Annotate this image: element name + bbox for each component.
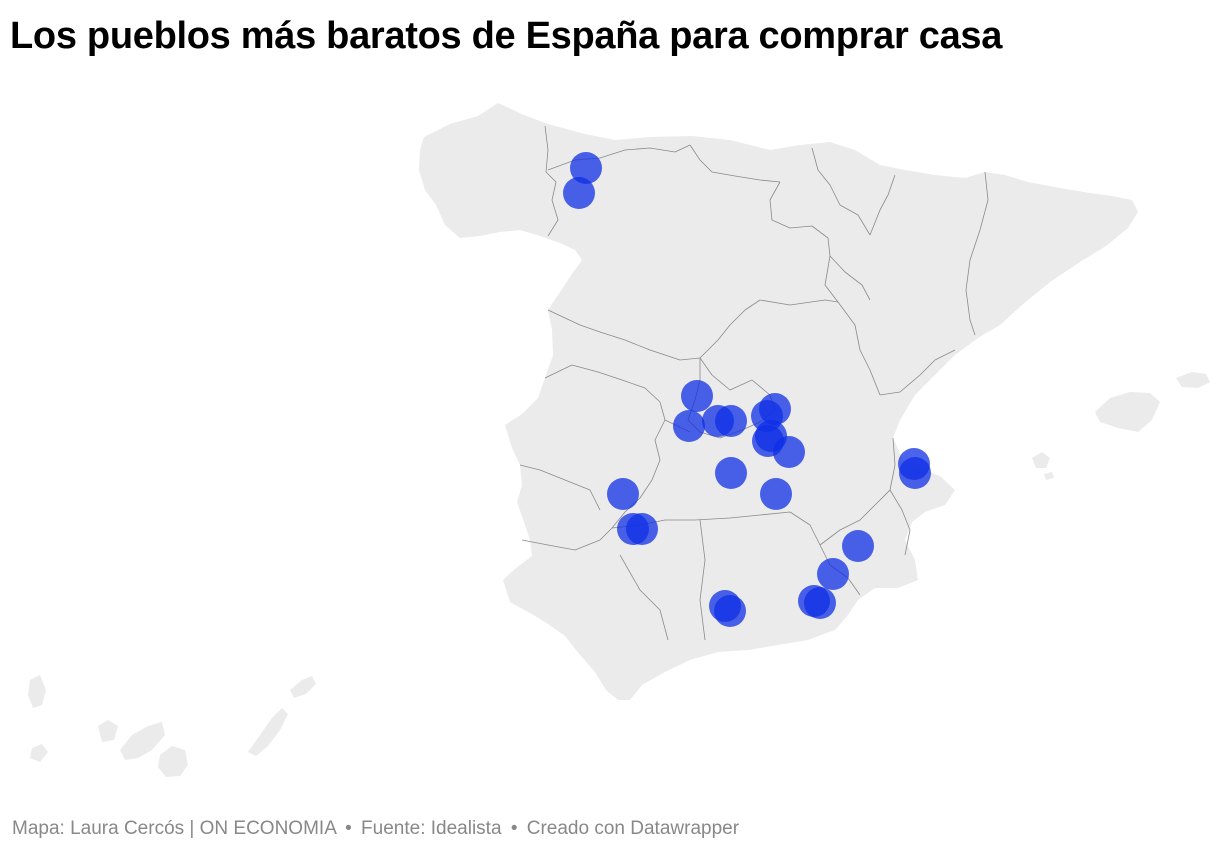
ibiza: [1032, 452, 1050, 468]
town-marker[interactable]: [607, 478, 639, 510]
el-hierro: [30, 744, 48, 762]
la-palma: [28, 675, 46, 708]
town-marker[interactable]: [899, 457, 931, 489]
landmass: [28, 103, 1210, 777]
footer-separator: •: [510, 818, 518, 839]
town-marker[interactable]: [570, 152, 602, 184]
menorca: [1176, 372, 1210, 388]
gran-canaria: [158, 746, 188, 777]
formentera: [1044, 472, 1054, 480]
town-marker[interactable]: [760, 478, 792, 510]
footer-separator: •: [345, 818, 352, 839]
footer-source: Fuente: Idealista: [361, 818, 502, 839]
footer-author: Mapa: Laura Cercós | ON ECONOMIA: [12, 818, 336, 839]
town-marker[interactable]: [681, 380, 713, 412]
town-marker[interactable]: [804, 587, 836, 619]
town-marker[interactable]: [842, 530, 874, 562]
lanzarote: [290, 676, 316, 698]
town-marker[interactable]: [626, 513, 658, 545]
fuerteventura: [248, 708, 288, 756]
footer-tool: Creado con Datawrapper: [526, 818, 740, 839]
town-marker[interactable]: [563, 177, 595, 209]
town-markers: [563, 152, 931, 627]
town-marker[interactable]: [714, 595, 746, 627]
mallorca: [1095, 392, 1160, 432]
la-gomera: [98, 720, 118, 742]
footer: Mapa: Laura Cercós | ON ECONOMIA • Fuent…: [12, 818, 739, 840]
town-marker[interactable]: [715, 457, 747, 489]
tenerife: [120, 722, 165, 760]
town-marker[interactable]: [817, 558, 849, 590]
town-marker[interactable]: [715, 405, 747, 437]
map-title: Los pueblos más baratos de España para c…: [10, 15, 1003, 57]
town-marker[interactable]: [773, 436, 805, 468]
region-borders: [519, 125, 989, 641]
town-marker[interactable]: [673, 410, 705, 442]
